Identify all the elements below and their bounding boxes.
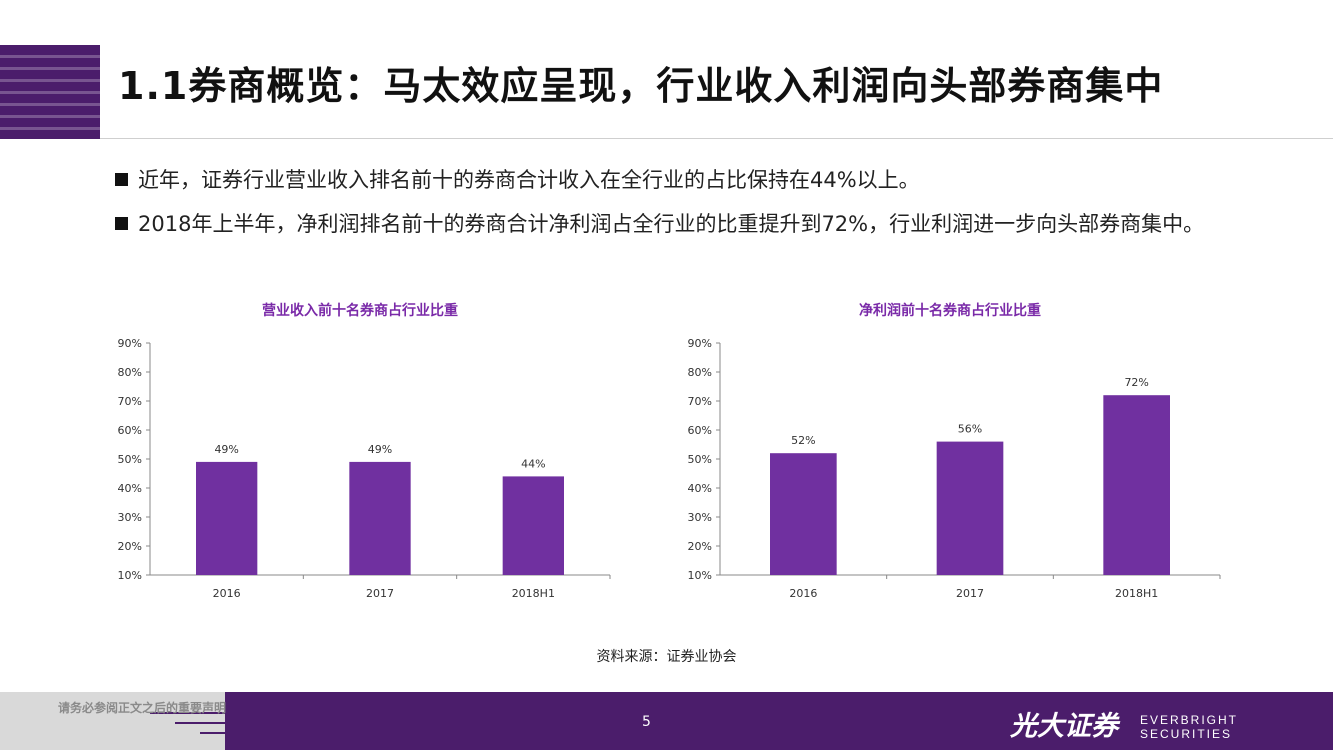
footer-line [150, 712, 225, 714]
y-tick-label: 90% [118, 337, 142, 350]
brand-logo-cn: 光大证券 [1010, 711, 1118, 742]
data-label: 52% [791, 434, 815, 447]
y-tick-label: 40% [118, 482, 142, 495]
x-tick-label: 2018H1 [512, 587, 555, 600]
x-tick-label: 2016 [213, 587, 241, 600]
x-tick-label: 2018H1 [1115, 587, 1158, 600]
data-label: 72% [1124, 376, 1148, 389]
bar [770, 453, 837, 575]
square-bullet-icon [115, 217, 128, 230]
page-number: 5 [642, 714, 651, 730]
y-tick-label: 50% [688, 453, 712, 466]
y-tick-label: 10% [118, 569, 142, 582]
x-tick-label: 2017 [956, 587, 984, 600]
y-tick-label: 70% [688, 395, 712, 408]
data-label: 49% [368, 443, 392, 456]
footer-line [200, 732, 225, 734]
revenue-share-chart: 营业收入前十名券商占行业比重 10% 20% 30% 40% 50% 60% 70% 80% 9… [100, 300, 620, 610]
data-label: 56% [958, 423, 982, 436]
bullet-text: 近年，证券行业营业收入排名前十的券商合计收入在全行业的占比保持在44%以上。 [138, 168, 920, 192]
bar [936, 441, 1004, 575]
brand-logo-en: EVERBRIGHT SECURITIES [1140, 713, 1238, 741]
bullet-item-2: 2018年上半年，净利润排名前十的券商合计净利润占全行业的比重提升到72%，行业… [115, 205, 1235, 243]
x-tick-label: 2017 [366, 587, 394, 600]
y-tick-label: 40% [688, 482, 712, 495]
y-tick-label: 30% [688, 511, 712, 524]
y-tick-label: 50% [118, 453, 142, 466]
y-tick-label: 60% [688, 424, 712, 437]
chart-title: 营业收入前十名券商占行业比重 [262, 303, 458, 319]
y-tick-label: 60% [118, 424, 142, 437]
bar [349, 461, 411, 575]
title-divider [100, 138, 1333, 139]
bullet-text: 2018年上半年，净利润排名前十的券商合计净利润占全行业的比重提升到72%，行业… [138, 212, 1205, 236]
net-profit-share-chart: 净利润前十名券商占行业比重 10% 20% 30% 40% 50% 60% 70% 80% 90… [670, 300, 1230, 610]
y-tick-label: 80% [118, 366, 142, 379]
revenue-share-chart-svg: 10% 20% 30% 40% 50% 60% 70% 80% 90% 49% 2016 49% 201… [118, 337, 611, 600]
page-title: 1.1券商概览：马太效应呈现，行业收入利润向头部券商集中 [118, 64, 1164, 108]
square-bullet-icon [115, 173, 128, 186]
net-profit-share-chart-svg: 10% 20% 30% 40% 50% 60% 70% 80% 90% 52% 2016 56% 201… [688, 337, 1221, 600]
data-label: 44% [521, 457, 545, 470]
bar [196, 461, 258, 575]
bullet-item-1: 近年，证券行业营业收入排名前十的券商合计收入在全行业的占比保持在44%以上。 [115, 161, 1235, 199]
y-tick-label: 90% [688, 337, 712, 350]
y-tick-label: 80% [688, 366, 712, 379]
x-tick-label: 2016 [789, 587, 817, 600]
y-tick-label: 20% [118, 540, 142, 553]
disclaimer-text: 请务必参阅正文之后的重要声明 [58, 701, 227, 715]
chart-title: 净利润前十名券商占行业比重 [859, 303, 1041, 319]
data-label: 49% [214, 443, 238, 456]
y-tick-label: 30% [118, 511, 142, 524]
bar [502, 476, 564, 575]
y-tick-label: 10% [688, 569, 712, 582]
footer-line [175, 722, 225, 724]
footer-purple-band [225, 692, 1333, 750]
source-note: 资料来源：证券业协会 [596, 649, 737, 665]
y-tick-label: 70% [118, 395, 142, 408]
bar [1103, 395, 1170, 575]
header-accent-bar [0, 45, 100, 139]
y-tick-label: 20% [688, 540, 712, 553]
